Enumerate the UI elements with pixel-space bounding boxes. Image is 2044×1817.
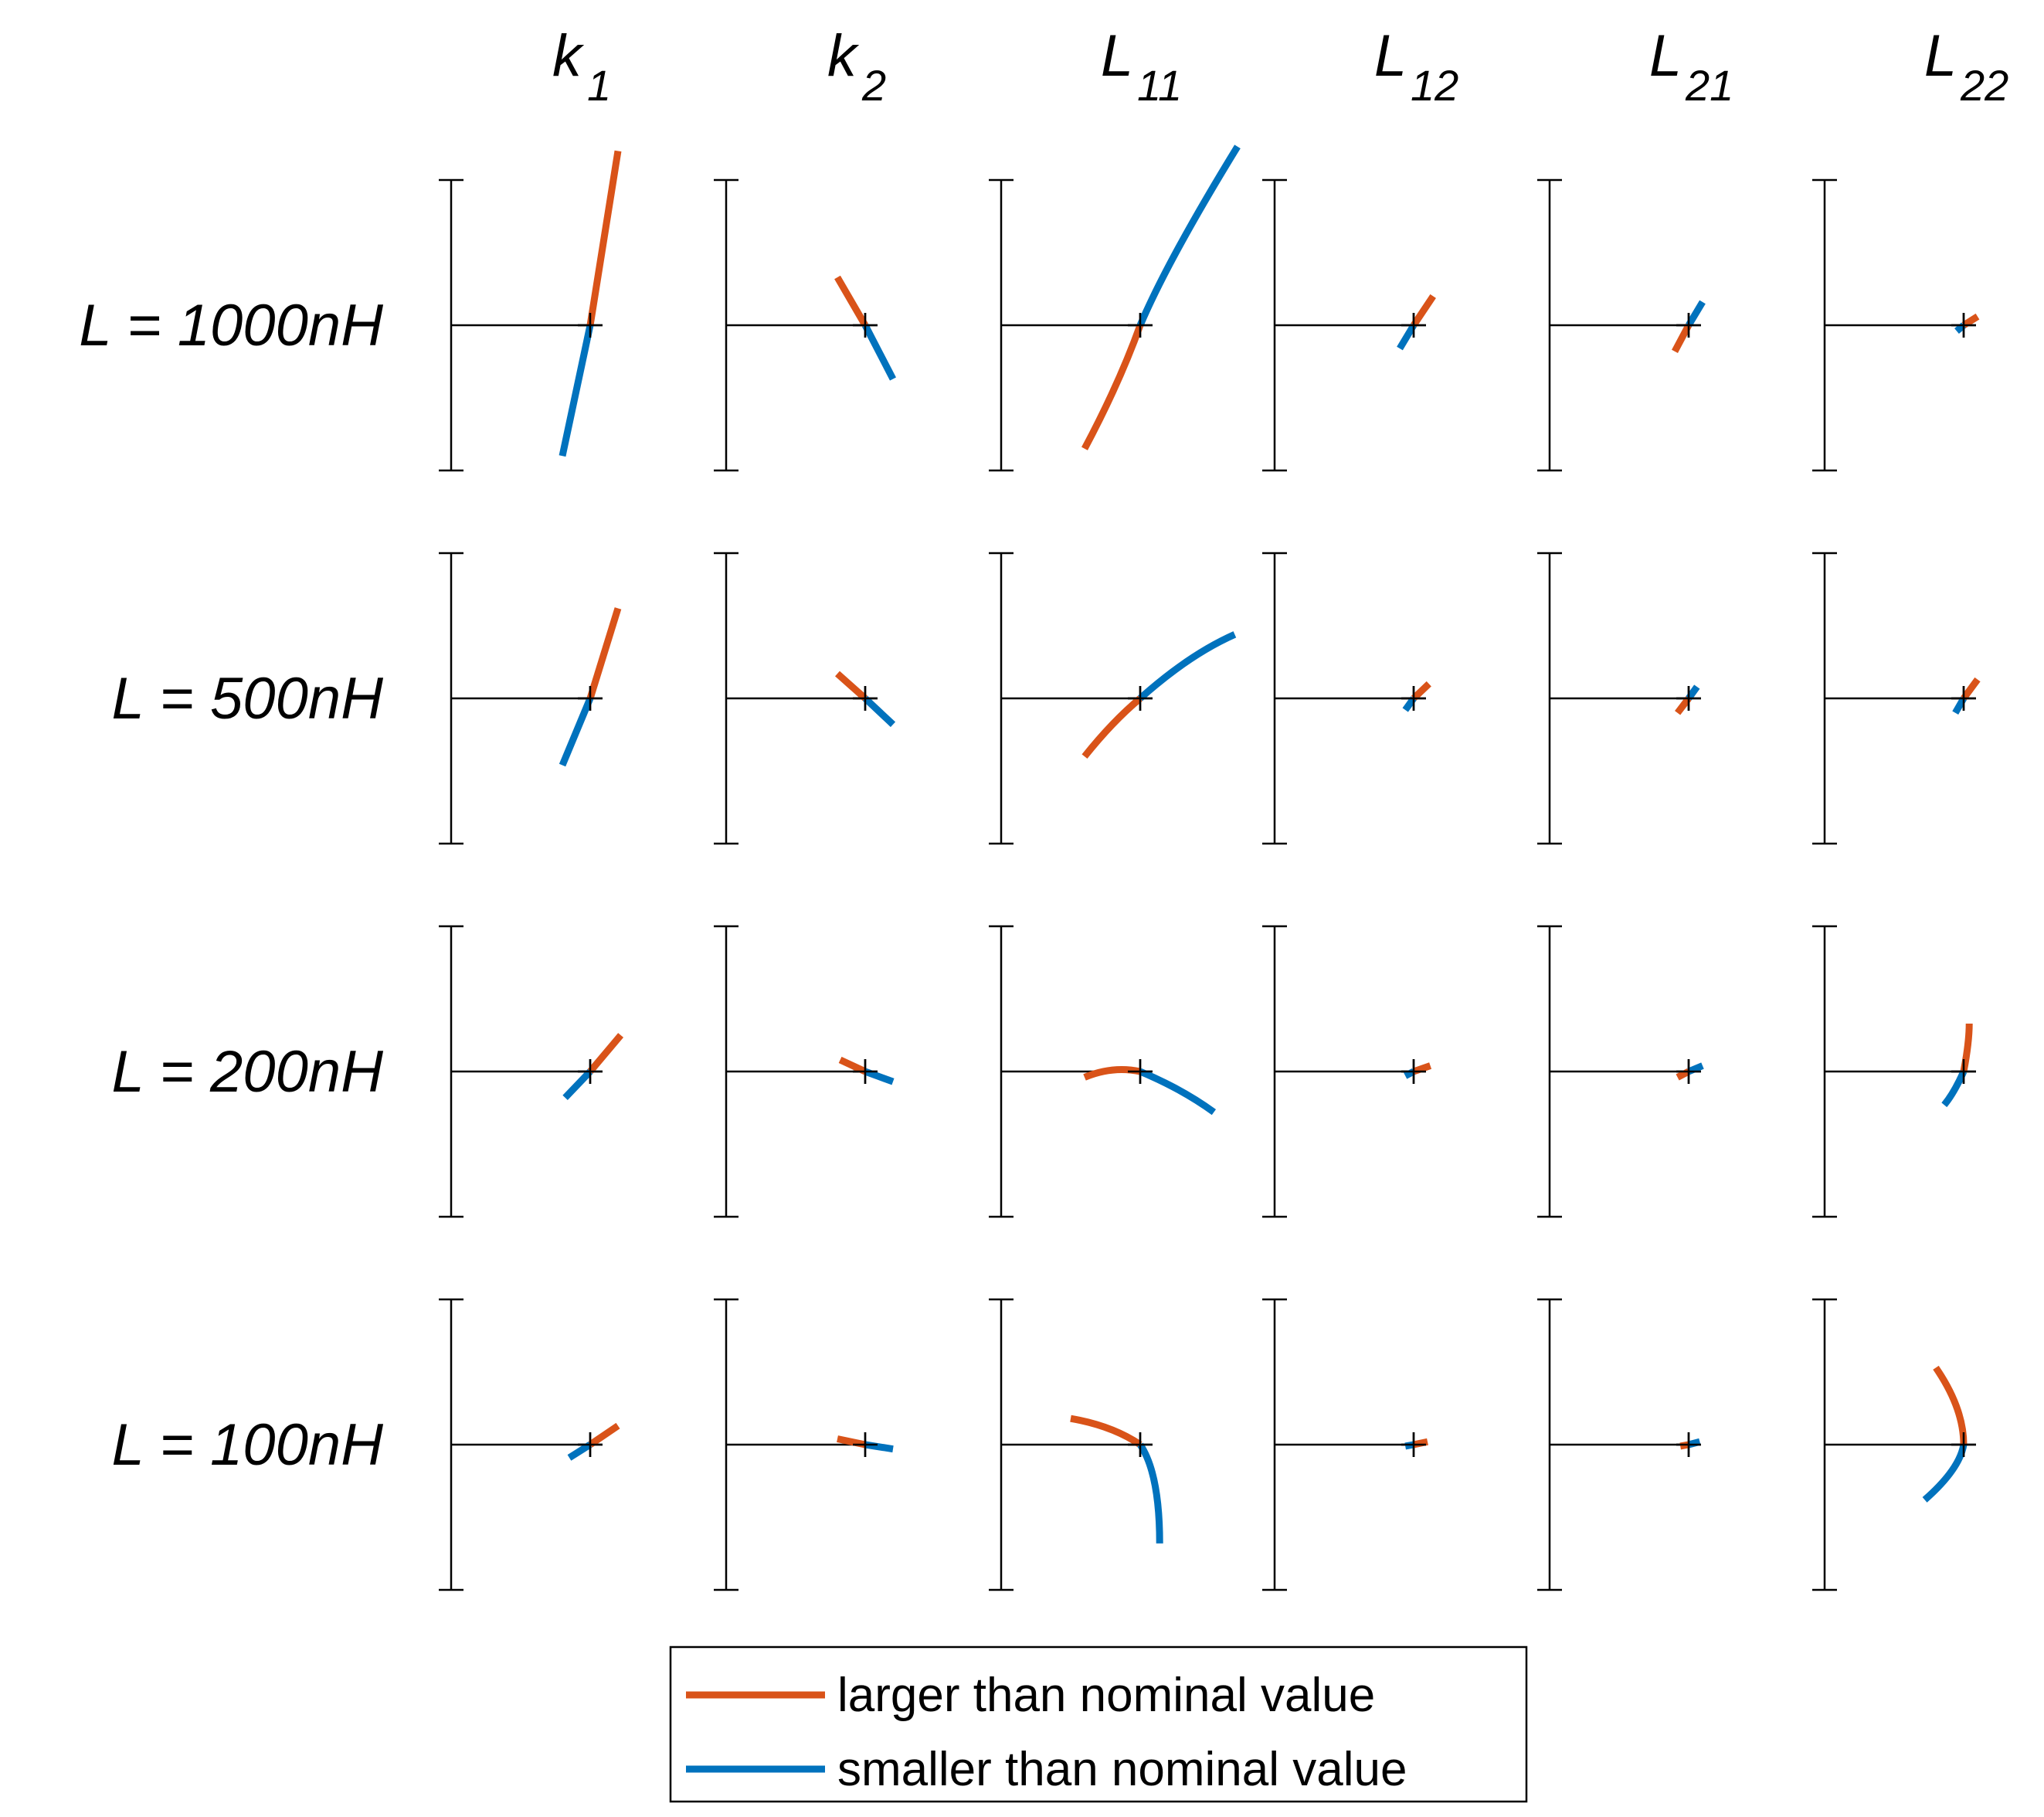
column-label-k1: k	[552, 23, 585, 89]
series-smaller-r1-c3	[1402, 696, 1417, 712]
series-smaller-r3-c2	[1137, 1442, 1163, 1544]
panel-r2-c0	[439, 925, 624, 1218]
series-larger-r2-c0	[587, 1033, 624, 1074]
legend: larger than nominal value smaller than n…	[669, 1645, 1528, 1803]
series-smaller-r2-c0	[562, 1068, 593, 1100]
panel-r0-c2	[989, 144, 1241, 472]
series-smaller-r2-c1	[864, 1068, 895, 1085]
series-smaller-r2-c4	[1687, 1062, 1704, 1075]
panel-r1-c4	[1537, 552, 1701, 845]
column-label-sub-l21: 21	[1685, 61, 1733, 110]
series-larger-r1-c5	[1961, 677, 1981, 701]
column-labels: k 1 k 2 L 11 L 12 L 21 L 22	[552, 23, 2008, 110]
series-larger-r1-c3	[1411, 681, 1431, 701]
series-smaller-r2-c2	[1139, 1068, 1217, 1116]
column-label-k2: k	[827, 23, 860, 89]
series-larger-r3-c5	[1933, 1365, 1968, 1445]
series-larger-r3-c1	[837, 1435, 866, 1449]
series-larger-r1-c1	[835, 671, 868, 701]
panel-r2-c5	[1812, 925, 1976, 1218]
series-smaller-r1-c5	[1952, 696, 1967, 715]
row-label-3: L = 100nH	[112, 1412, 384, 1478]
panel-r3-c4	[1537, 1298, 1701, 1591]
legend-box	[669, 1645, 1528, 1803]
row-label-2: L = 200nH	[112, 1039, 384, 1105]
series-larger-r3-c0	[588, 1422, 620, 1448]
series-larger-r1-c4	[1675, 696, 1692, 715]
column-label-sub-k2: 2	[861, 61, 886, 110]
panel-r3-c2	[989, 1298, 1163, 1591]
panel-r3-c5	[1812, 1298, 1976, 1591]
column-label-sub-l22: 22	[1960, 61, 2008, 110]
panel-r3-c1	[714, 1298, 894, 1591]
series-smaller-r1-c0	[559, 697, 594, 767]
panel-r0-c3	[1262, 178, 1436, 472]
column-label-l11: L	[1101, 23, 1133, 89]
column-label-sub-l12: 12	[1411, 61, 1458, 110]
series-larger-r2-c3	[1412, 1062, 1432, 1075]
series-larger-r2-c4	[1676, 1068, 1691, 1081]
series-larger-r0-c3	[1411, 294, 1436, 328]
panel-r2-c3	[1262, 925, 1432, 1218]
panel-r1-c0	[439, 552, 622, 845]
panel-r0-c4	[1537, 178, 1706, 472]
series-smaller-r3-c5	[1922, 1444, 1968, 1503]
series-smaller-r1-c4	[1686, 684, 1700, 701]
series-smaller-r1-c1	[862, 695, 896, 728]
series-larger-r1-c2	[1081, 695, 1143, 759]
panel-r2-c1	[714, 925, 895, 1218]
series-smaller-r0-c0	[559, 324, 594, 457]
row-label-1: L = 500nH	[112, 666, 384, 732]
series-larger-r0-c4	[1672, 323, 1692, 353]
row-label-0: L = 1000nH	[79, 293, 383, 358]
column-label-l21: L	[1649, 23, 1682, 89]
series-smaller-r3-c0	[567, 1442, 592, 1461]
panel-r1-c5	[1812, 552, 1981, 845]
panel-r2-c2	[989, 925, 1217, 1218]
series-smaller-r0-c5	[1954, 322, 1966, 334]
panel-r0-c1	[714, 178, 896, 472]
series-larger-r0-c1	[834, 275, 868, 328]
column-label-l12: L	[1374, 23, 1407, 89]
panel-r0-c0	[439, 150, 622, 472]
series-larger-r0-c0	[586, 150, 622, 326]
row-labels: L = 1000nH L = 500nH L = 200nH L = 100nH	[79, 293, 383, 1478]
series-smaller-r0-c2	[1136, 144, 1241, 327]
legend-label-larger: larger than nominal value	[837, 1669, 1375, 1722]
series-larger-r0-c2	[1081, 324, 1144, 450]
series-larger-r0-c5	[1961, 313, 1980, 328]
panel-r1-c2	[989, 552, 1237, 845]
column-label-sub-k1: 1	[587, 61, 611, 110]
panel-grid	[439, 144, 1981, 1591]
panel-r1-c3	[1262, 552, 1431, 845]
panel-r3-c0	[439, 1298, 620, 1591]
panel-r1-c1	[714, 552, 896, 845]
series-smaller-r1-c2	[1137, 631, 1237, 701]
series-larger-r3-c2	[1070, 1415, 1143, 1448]
series-larger-r1-c0	[586, 607, 622, 700]
legend-label-smaller: smaller than nominal value	[837, 1743, 1407, 1796]
column-label-sub-l11: 11	[1137, 61, 1182, 110]
series-smaller-r0-c3	[1397, 323, 1417, 351]
panel-r0-c5	[1812, 178, 1980, 472]
series-smaller-r0-c4	[1686, 300, 1706, 328]
series-larger-r2-c1	[838, 1056, 867, 1075]
column-label-l22: L	[1924, 23, 1957, 89]
series-smaller-r2-c5	[1941, 1070, 1968, 1108]
panel-r2-c4	[1537, 925, 1704, 1218]
panel-r3-c3	[1262, 1298, 1428, 1591]
series-smaller-r0-c1	[862, 323, 896, 381]
